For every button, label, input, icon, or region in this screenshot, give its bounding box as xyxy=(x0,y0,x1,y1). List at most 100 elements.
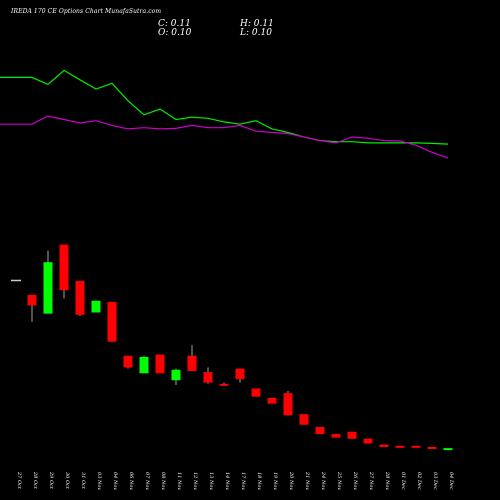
x-tick-label: 29 Oct xyxy=(48,471,54,490)
candle-body xyxy=(299,414,309,425)
candle xyxy=(123,355,133,369)
candle-body xyxy=(139,356,149,374)
x-tick-label: 01 Dec xyxy=(400,472,406,490)
candle-body xyxy=(347,431,357,439)
candle-body xyxy=(411,445,421,448)
moving-averages xyxy=(0,69,449,159)
candle-body xyxy=(43,262,53,314)
candle-body xyxy=(283,393,293,416)
slow-ma-line xyxy=(0,115,449,159)
candle-body xyxy=(75,280,85,315)
candle xyxy=(139,355,149,374)
low-value: 0.10 xyxy=(251,28,272,38)
x-tick-label: 30 Oct xyxy=(64,472,70,490)
candle xyxy=(91,300,101,313)
low-label: L: xyxy=(240,28,250,38)
candle xyxy=(363,438,373,444)
x-tick-label: 27 Nov xyxy=(368,471,374,490)
candle xyxy=(171,368,181,385)
open-value: 0.10 xyxy=(171,28,192,38)
candle-body xyxy=(395,445,405,448)
candle-body xyxy=(171,369,181,381)
low-readout: L: 0.10 xyxy=(240,28,272,38)
candle xyxy=(379,444,389,447)
candle xyxy=(187,345,197,371)
x-tick-label: 03 Nov xyxy=(96,472,102,490)
x-tick-label: 08 Nov xyxy=(160,472,166,490)
candle xyxy=(347,431,357,439)
close-readout: C: 0.11 xyxy=(158,19,191,29)
candle-body xyxy=(219,383,229,386)
x-tick-label: 14 Nov xyxy=(224,472,230,490)
x-tick-label: 06 Nov xyxy=(128,472,134,490)
candle-body xyxy=(363,438,373,444)
candle xyxy=(427,446,437,449)
x-tick-label: 21 Nov xyxy=(304,471,310,490)
high-readout: H: 0.11 xyxy=(240,19,274,29)
candle xyxy=(235,368,245,383)
candle-body xyxy=(203,372,213,383)
candle xyxy=(43,250,53,314)
x-tick-label: 13 Nov xyxy=(208,472,214,490)
x-tick-label: 04 Dec xyxy=(448,472,454,490)
candle-body xyxy=(267,397,277,404)
chart-title: IREDA 170 CE Options Chart MunafaSutra.c… xyxy=(11,8,162,15)
x-tick-label: 11 Nov xyxy=(176,472,182,490)
x-tick-label: 12 Nov xyxy=(192,472,198,490)
x-tick-label: 04 Nov xyxy=(112,472,118,490)
x-tick-label: 07 Nov xyxy=(144,472,150,490)
candle-body xyxy=(379,444,389,447)
close-label: C: xyxy=(158,19,168,29)
candle xyxy=(155,354,165,374)
candle-body xyxy=(155,354,165,374)
x-tick-label: 25 Nov xyxy=(336,471,342,490)
x-tick-label: 20 Nov xyxy=(288,471,294,490)
candle xyxy=(443,448,453,451)
x-tick-label: 24 Nov xyxy=(320,471,326,490)
x-tick-label: 28 Nov xyxy=(384,471,390,490)
candle-body xyxy=(235,368,245,380)
x-tick-label: 17 Nov xyxy=(240,472,246,490)
x-tick-label: 31 Oct xyxy=(80,472,86,490)
x-tick-label: 19 Nov xyxy=(272,472,278,490)
candle-body xyxy=(91,300,101,313)
candle-body xyxy=(315,427,325,435)
x-tick-label: 26 Nov xyxy=(352,471,358,490)
high-value: 0.11 xyxy=(253,19,274,29)
close-value: 0.11 xyxy=(170,19,191,29)
x-axis: 27 Oct 28 Oct 29 Oct 30 Oct 31 Oct 03 Nov 04 N… xyxy=(16,471,454,490)
candle xyxy=(107,301,117,342)
candle-body xyxy=(427,446,437,449)
x-tick-label: 02 Dec xyxy=(416,472,422,490)
candle xyxy=(75,280,85,316)
candle-body xyxy=(123,355,133,368)
candle-body xyxy=(59,244,69,291)
candle xyxy=(299,414,309,425)
candle-body xyxy=(187,355,197,371)
candle xyxy=(411,445,421,448)
candle-body xyxy=(27,294,37,306)
x-tick-label: 27 Oct xyxy=(16,471,22,490)
candle xyxy=(251,388,261,397)
x-tick-label: 18 Nov xyxy=(256,472,262,490)
open-label: O: xyxy=(158,28,169,38)
candle xyxy=(59,244,69,299)
candle-body xyxy=(107,301,117,342)
x-tick-label: 28 Oct xyxy=(32,471,38,490)
high-label: H: xyxy=(240,19,251,29)
candle xyxy=(203,367,213,384)
candle xyxy=(27,294,37,322)
candle xyxy=(315,427,325,435)
x-tick-label: 03 Dec xyxy=(432,472,438,490)
candle-body xyxy=(11,279,21,282)
candle xyxy=(395,445,405,448)
open-readout: O: 0.10 xyxy=(158,28,191,38)
fast-ma-line xyxy=(0,69,449,145)
candle xyxy=(219,382,229,387)
candle-body xyxy=(331,434,341,438)
candle-body xyxy=(251,388,261,397)
candle xyxy=(283,390,293,416)
candle xyxy=(11,279,21,282)
candle xyxy=(267,397,277,404)
